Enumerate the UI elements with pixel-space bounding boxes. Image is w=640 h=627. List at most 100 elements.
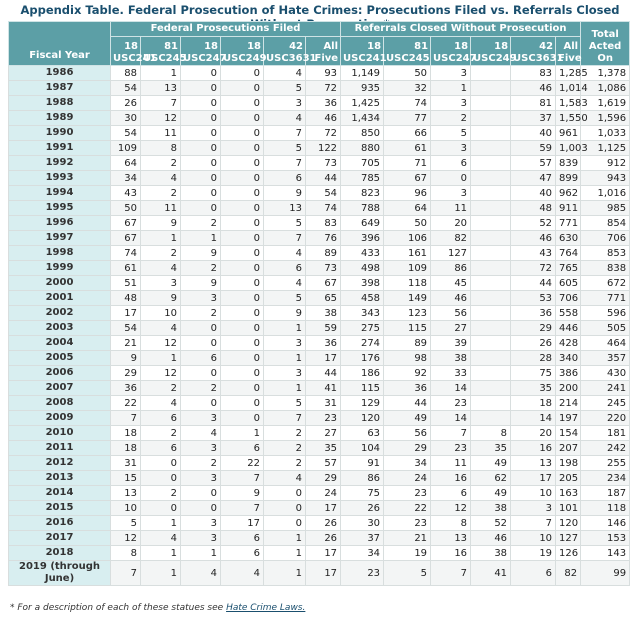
value-cell: 72 [510,260,557,276]
value-cell [470,200,512,216]
value-cell: 37 [340,530,385,546]
value-cell [470,410,512,426]
value-cell: 127 [430,245,472,261]
value-cell: 26 [340,500,385,516]
year-cell: 1989 [8,110,111,126]
value-cell: 20 [430,215,472,231]
value-cell: 39 [430,335,472,351]
year-cell: 2014 [8,485,111,501]
value-cell: 9 [180,245,221,261]
year-cell: 1988 [8,95,111,111]
value-cell: 1 [140,65,181,81]
year-cell: 1995 [8,200,111,216]
value-cell: 35 [304,440,342,456]
footnote-link[interactable]: Hate Crime Laws. [226,603,306,613]
value-cell: 17 [304,545,342,561]
data-row: 2008 22 4 0 0 5 31 129 44 23 18 214 245 [8,395,631,411]
value-cell: 7 [220,500,264,516]
value-cell: 18 [110,440,141,456]
value-cell: 3 [430,95,472,111]
value-cell [470,155,512,171]
value-cell: 21 [110,335,141,351]
value-cell: 3 [180,470,221,486]
value-cell: 67 [383,170,432,186]
value-cell: 785 [340,170,385,186]
value-cell: 0 [220,215,264,231]
value-cell [470,290,512,306]
value-cell: 0 [263,485,306,501]
value-cell: 1 [140,545,181,561]
value-cell [470,140,512,156]
value-cell: 17 [304,500,342,516]
value-cell: 0 [180,335,221,351]
data-row: 2010 18 2 4 1 2 27 63 56 7 8 20 154 181 [8,425,631,441]
value-cell: 13 [510,455,557,471]
value-cell: 7 [263,410,306,426]
value-cell: 6 [180,350,221,366]
year-cell: 2007 [8,380,111,396]
value-cell: 109 [383,260,432,276]
value-cell: 53 [510,290,557,306]
value-cell: 880 [340,140,385,156]
value-cell: 12 [140,335,181,351]
value-cell: 30 [110,110,141,126]
value-cell: 207 [555,440,582,456]
value-cell [470,395,512,411]
value-cell: 12 [140,110,181,126]
value-cell: 72 [304,80,342,96]
value-cell: 71 [383,155,432,171]
header-row: 18 USC241 81 USC245 18 USC247 18 USC249 42 U… [9,36,630,66]
value-cell: 57 [304,455,342,471]
value-cell: 56 [383,425,432,441]
value-cell: 38 [430,350,472,366]
data-row: 1992 64 2 0 0 7 73 705 71 6 57 839 912 [8,155,631,171]
value-cell: 46 [304,110,342,126]
data-row: 2006 29 12 0 0 3 44 186 92 33 75 386 430 [8,365,631,381]
value-cell: 1,014 [555,80,588,96]
group-header: Referrals Closed Without Prosecution [340,21,582,37]
value-cell: 153 [580,530,631,546]
value-cell: 24 [383,470,432,486]
value-cell: 26 [110,95,141,111]
value-cell: 0 [180,65,221,81]
value-cell: 1 [180,230,221,246]
value-cell: 398 [340,275,385,291]
value-cell: 72 [304,125,342,141]
value-cell: 0 [180,155,221,171]
value-cell: 0 [220,335,264,351]
value-cell: 3 [180,410,221,426]
data-row: 1988 26 7 0 0 3 36 1,425 74 3 81 1,583 1,619 [8,95,631,111]
footnote: * For a description of each of these sta… [10,603,305,613]
value-cell: 54 [110,125,141,141]
value-cell: 1 [140,515,181,531]
value-cell: 4 [220,560,264,586]
value-cell: 35 [510,380,557,396]
value-cell: 6 [220,545,264,561]
value-cell: 26 [510,335,557,351]
value-cell: 54 [110,320,141,336]
value-cell: 2 [180,260,221,276]
value-cell: 498 [340,260,385,276]
value-cell: 0 [180,110,221,126]
value-cell: 43 [510,245,557,261]
value-cell: 0 [180,200,221,216]
value-cell: 23 [430,395,472,411]
data-row: 1993 34 4 0 0 6 44 785 67 0 47 899 943 [8,170,631,186]
value-cell: 52 [470,515,512,531]
value-cell: 4 [180,425,221,441]
data-row: 1989 30 12 0 0 4 46 1,434 77 2 37 1,550 1,596 [8,110,631,126]
value-cell: 6 [220,530,264,546]
data-row: 2011 18 6 3 6 2 35 104 29 23 35 16 207 242 [8,440,631,456]
value-cell: 13 [263,200,306,216]
value-cell: 36 [510,305,557,321]
value-cell: 36 [304,335,342,351]
value-cell: 1 [180,545,221,561]
value-cell: 17 [110,305,141,321]
value-cell: 1 [263,545,306,561]
value-cell: 96 [383,185,432,201]
year-cell: 2015 [8,500,111,516]
value-cell [470,380,512,396]
value-cell: 0 [220,395,264,411]
value-cell: 765 [555,260,582,276]
value-cell: 0 [180,140,221,156]
